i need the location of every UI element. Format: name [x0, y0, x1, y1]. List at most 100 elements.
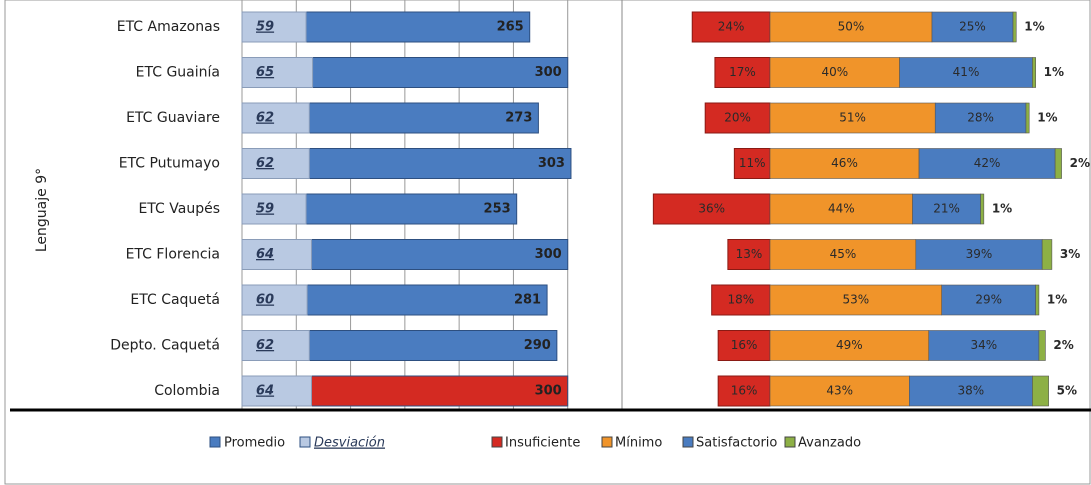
bar [241, 284, 308, 316]
bar-segment [1025, 102, 1030, 134]
value-label: 2% [1070, 156, 1090, 170]
value-label: 64 [256, 247, 274, 262]
value-label: 1% [992, 202, 1012, 216]
value-label: 28% [967, 111, 994, 125]
value-label: 13% [736, 247, 763, 261]
bar-segment [1038, 330, 1046, 361]
category-label: Depto. Caquetá [110, 338, 220, 354]
value-label: 253 [484, 202, 511, 217]
value-label: 1% [1024, 20, 1044, 34]
bar [241, 375, 312, 407]
bar-segment [717, 375, 771, 407]
bar-segment [769, 239, 917, 270]
bar-segment [931, 11, 1014, 43]
category-label: ETC Putumayo [119, 156, 220, 172]
category-label: ETC Vaupés [138, 201, 220, 217]
bar-segment [711, 284, 771, 316]
value-label: 1% [1037, 111, 1057, 125]
bar [241, 330, 310, 361]
value-label: 20% [724, 111, 751, 125]
bar-segment [727, 239, 771, 270]
value-label: 50% [838, 20, 865, 34]
category-label: ETC Amazonas [117, 19, 220, 35]
value-label: 29% [975, 293, 1002, 307]
category-label: ETC Caquetá [130, 292, 220, 308]
value-label: 21% [933, 202, 960, 216]
value-label: 16% [731, 338, 758, 352]
value-label: 62 [256, 156, 274, 171]
bar [241, 57, 314, 88]
value-label: 1% [1044, 65, 1064, 79]
bar-segment [769, 284, 943, 316]
bar-segment [980, 193, 985, 225]
value-label: 41% [953, 65, 980, 79]
category-label: ETC Guainía [136, 65, 220, 81]
value-label: 62 [256, 111, 274, 126]
legend-label: Promedio [224, 436, 285, 451]
bar-segment [704, 102, 771, 134]
value-label: 16% [731, 384, 758, 398]
bar-segment [769, 193, 913, 225]
value-label: 64 [256, 384, 274, 399]
bar-segment [717, 330, 771, 361]
value-label: 5% [1057, 384, 1077, 398]
legend-label: Satisfactorio [696, 436, 777, 451]
value-label: 2% [1053, 338, 1073, 352]
value-label: 300 [535, 247, 562, 262]
bar [241, 148, 310, 179]
bar-segment [912, 193, 981, 225]
value-label: 43% [826, 384, 853, 398]
bar-segment [769, 148, 920, 179]
legend-swatch [784, 436, 796, 448]
frame [4, 0, 1091, 485]
legend-label: Avanzado [798, 436, 861, 451]
bar [241, 239, 312, 270]
value-label: 59 [256, 202, 274, 217]
legend-label: Insuficiente [505, 436, 580, 451]
bar-segment [899, 57, 1033, 88]
bar [241, 102, 310, 134]
bar-segment [769, 330, 930, 361]
value-label: 40% [821, 65, 848, 79]
value-label: 42% [974, 156, 1001, 170]
bar-segment [652, 193, 771, 225]
bar-segment [928, 330, 1040, 361]
value-label: 281 [514, 293, 541, 308]
bar-segment [1012, 11, 1017, 43]
value-label: 62 [256, 338, 274, 353]
value-label: 46% [831, 156, 858, 170]
value-label: 24% [718, 20, 745, 34]
value-label: 65 [256, 65, 274, 80]
bar-segment [1032, 57, 1036, 88]
value-label: 17% [729, 65, 756, 79]
value-label: 45% [830, 247, 857, 261]
legend-swatch [601, 436, 613, 448]
y-axis-label: Lenguaje 9° [34, 168, 50, 252]
value-label: 1% [1047, 293, 1067, 307]
bar-segment [1041, 239, 1053, 270]
value-label: 59 [256, 20, 274, 35]
value-label: 34% [971, 338, 998, 352]
bar-segment [769, 57, 900, 88]
category-label: ETC Florencia [126, 247, 220, 263]
value-label: 51% [839, 111, 866, 125]
bar-segment [769, 102, 936, 134]
bar [241, 11, 307, 43]
value-label: 18% [728, 293, 755, 307]
value-label: 265 [497, 20, 524, 35]
value-label: 36% [698, 202, 725, 216]
bar-segment [1032, 375, 1049, 407]
legend-label: Desviación [314, 436, 385, 451]
value-label: 60 [256, 293, 274, 308]
bar-segment [941, 284, 1036, 316]
category-label: ETC Guaviare [126, 110, 220, 126]
value-label: 300 [535, 65, 562, 80]
legend-swatch [209, 436, 221, 448]
bar-segment [909, 375, 1033, 407]
bar-segment [733, 148, 771, 179]
value-label: 3% [1060, 247, 1080, 261]
value-label: 49% [836, 338, 863, 352]
value-label: 303 [538, 156, 565, 171]
bar-segment [1054, 148, 1062, 179]
